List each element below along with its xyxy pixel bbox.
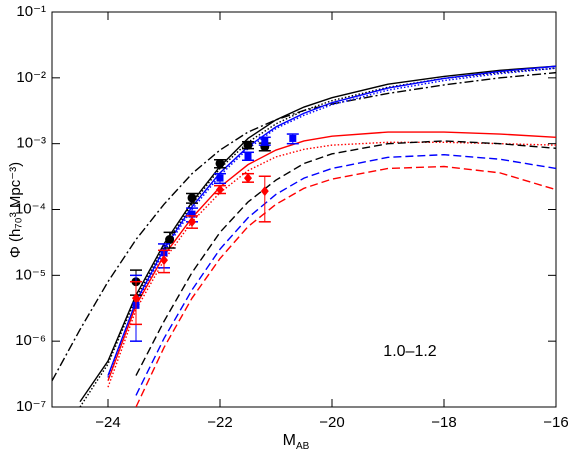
- curve: [107, 141, 556, 388]
- x-tick-label: −24: [95, 414, 120, 431]
- x-axis-label-sub: AB: [296, 441, 310, 452]
- point: [188, 210, 196, 218]
- y-tick-label: 10⁻³: [16, 135, 46, 152]
- x-tick-label: −22: [207, 414, 232, 431]
- point: [165, 235, 175, 245]
- x-axis-label: MAB: [283, 432, 310, 451]
- curves: [52, 65, 556, 407]
- curve: [79, 65, 556, 403]
- y-tick-label: 10⁻⁷: [16, 398, 46, 415]
- plot-frame: [51, 11, 557, 408]
- y-tick-label: 10⁻²: [16, 69, 46, 86]
- point: [244, 152, 252, 160]
- point: [188, 216, 196, 227]
- curve: [79, 67, 556, 407]
- point: [187, 193, 197, 203]
- y-tick-label: 10⁻¹: [16, 3, 46, 20]
- curve: [107, 131, 556, 382]
- y-tick-label: 10⁻⁵: [15, 266, 46, 283]
- x-tick-label: −16: [543, 414, 568, 431]
- y-tick-label: 10⁻⁶: [15, 332, 46, 349]
- curve: [135, 140, 556, 376]
- point: [243, 140, 253, 150]
- annotation: 1.0–1.2: [383, 343, 436, 360]
- curve: [107, 67, 556, 378]
- x-axis-label-main: M: [283, 432, 296, 449]
- y-tick-label: 10⁻⁴: [15, 200, 46, 217]
- point: [260, 186, 269, 197]
- point: [160, 255, 168, 266]
- point: [261, 137, 269, 145]
- curve: [135, 165, 556, 407]
- x-tick-label: −18: [431, 414, 456, 431]
- x-tick-label: −20: [319, 414, 344, 431]
- point: [215, 158, 225, 168]
- point: [216, 174, 224, 182]
- point: [132, 293, 140, 304]
- y-axis-label: Φ (h₇₀³ Mpc⁻³): [7, 162, 24, 258]
- point: [289, 134, 297, 142]
- point: [216, 184, 224, 195]
- point: [244, 173, 252, 184]
- curve: [135, 153, 556, 396]
